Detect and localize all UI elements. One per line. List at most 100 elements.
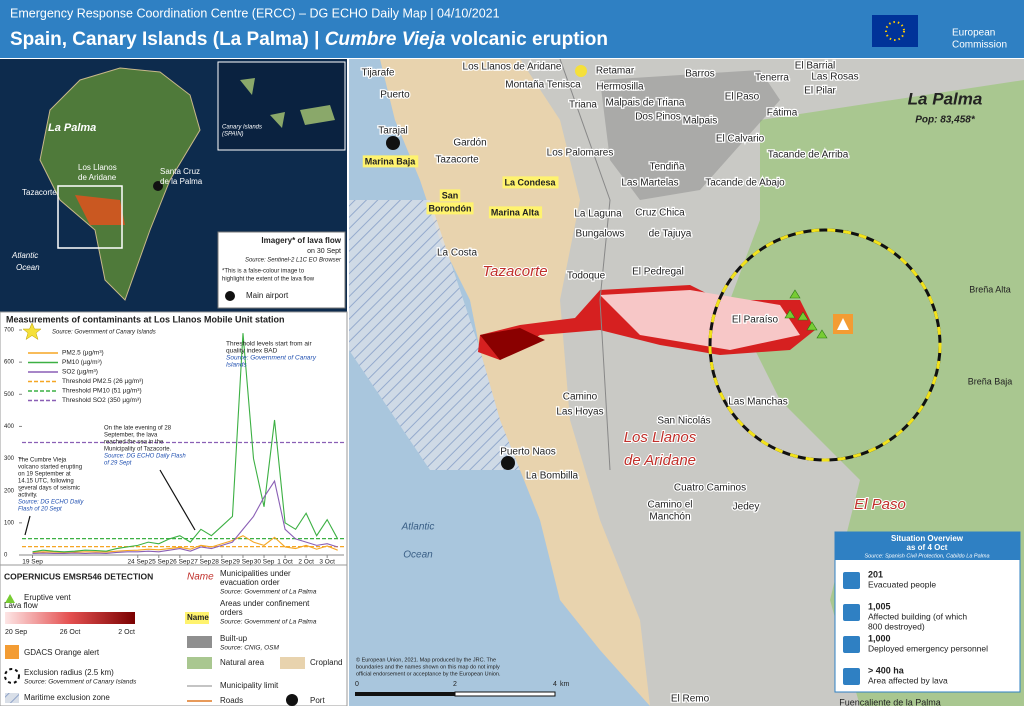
place-label: Las Rosas [811, 72, 858, 83]
legend-source: Source: Government of La Palma [220, 589, 317, 596]
legend-label: Built-up [220, 634, 248, 643]
locator-label: Canary Islands [222, 125, 262, 131]
situation-label: Area affected by lava [868, 675, 948, 685]
legend-label: PM10 (µg/m³) [62, 359, 102, 366]
chart-annotation: activity. [18, 493, 38, 499]
confined-label: Marina Baja [365, 156, 417, 166]
chart-annotation: several days of seismic [18, 486, 80, 492]
x-tick-label: 3 Oct [319, 559, 335, 566]
legend-label: 26 Oct [60, 629, 81, 636]
place-label: Barros [685, 69, 714, 80]
legend-label: Roads [220, 696, 243, 705]
confined-label: San [442, 190, 459, 200]
situation-value: 1,005 [868, 601, 891, 611]
legend-label: Natural area [220, 658, 265, 667]
legend-label: Cropland [310, 658, 342, 667]
legend-label: Threshold PM10 (51 µg/m³) [62, 388, 142, 395]
inset-box-date: on 30 Sept [307, 248, 341, 255]
inset-label: Santa Cruz [160, 167, 200, 176]
situation-label: Affected building (of which [868, 611, 967, 621]
place-label: Triana [569, 100, 597, 111]
legend-source: Source: CNIG, OSM [220, 645, 279, 652]
situation-label: Evacuated people [868, 579, 936, 589]
y-tick-label: 600 [4, 360, 15, 366]
place-label: El Paso [725, 92, 760, 103]
situation-value: > 400 ha [868, 665, 905, 675]
inset-label: Atlantic [11, 251, 38, 260]
title-part: volcanic eruption [445, 29, 608, 50]
place-label: Fátima [767, 108, 798, 119]
situation-value: 1,000 [868, 633, 891, 643]
place-label: Fuencaliente de la Palma [839, 697, 941, 706]
chart-annotation: Flash of 20 Sept [18, 507, 62, 513]
ocean-label: Atlantic [401, 522, 435, 533]
legend-label: SO2 (µg/m³) [62, 369, 98, 376]
chart-annotation: volcano started erupting [18, 465, 82, 471]
legend-label: PM2.5 (µg/m³) [62, 350, 104, 357]
situation-source: Source: Spanish Civil Protection, Cabild… [864, 553, 989, 559]
chart-title: Measurements of contaminants at Los Llan… [6, 314, 285, 324]
header-subtitle: Emergency Response Coordination Centre (… [10, 6, 500, 20]
x-tick-label: 2 Oct [298, 559, 314, 566]
place-label: Las Martelas [621, 178, 678, 189]
situation-icon [843, 604, 860, 621]
y-tick-label: 300 [4, 456, 15, 462]
legend-label: Areas under confinement [220, 599, 310, 608]
chart-annotation: of 29 Sept [104, 461, 132, 467]
chart-annotation: reached the sea in the [104, 440, 164, 446]
place-label: Montaña Tenisca [505, 80, 581, 91]
legend-label: Threshold PM2.5 (26 µg/m³) [62, 378, 143, 385]
place-label: El Remo [671, 694, 710, 705]
eu-stars [885, 21, 905, 41]
legend-panel [0, 564, 348, 706]
place-label: El Calvario [716, 134, 765, 145]
chart-panel [0, 311, 348, 566]
y-tick-label: 400 [4, 424, 15, 430]
source-star [22, 322, 42, 341]
legend-name: Name [187, 613, 209, 622]
place-label: Todoque [567, 271, 606, 282]
y-tick-label: 0 [4, 553, 8, 559]
x-tick-label: 1 Oct [277, 559, 293, 566]
confined-bg [488, 206, 543, 219]
scale-label: 4 [553, 681, 557, 688]
chart-note: Threshold levels start from air [226, 341, 312, 348]
inset-box-source: Source: Sentinel-2 L1C EO Browser [245, 258, 342, 264]
place-label: Puerto [380, 90, 410, 101]
place-label: El Barrial [795, 61, 836, 72]
logo-text: Commission [952, 40, 1007, 51]
series-line [32, 535, 338, 553]
inset-box-title: Imagery* of lava flow [261, 236, 341, 245]
legend-label: Eruptive vent [24, 593, 71, 602]
place-label: Breña Baja [968, 376, 1013, 386]
locator-label: (SPAIN) [222, 132, 244, 138]
x-tick-label: 19 Sep [22, 559, 43, 566]
place-label: Cruz Chica [635, 208, 685, 219]
y-tick-label: 700 [4, 328, 15, 334]
situation-icon [843, 636, 860, 653]
y-tick-label: 200 [4, 488, 15, 494]
inset-label: de la Palma [160, 177, 203, 186]
place-label: Tazacorte [435, 155, 479, 166]
scale-label: 2 [453, 681, 457, 688]
chart-annotation: On the late evening of 28 [104, 426, 172, 432]
legend-label: Municipalities under [220, 569, 291, 578]
place-label: Jedey [733, 502, 760, 513]
copyright: © European Union, 2021. Map produced by … [356, 656, 496, 663]
copyright: official endorsement or acceptance by th… [356, 671, 501, 677]
annotation-arrow [159, 469, 196, 531]
legend-heading: COPERNICUS EMSR546 DETECTION [4, 571, 153, 581]
place-label: Malpais de Triana [606, 98, 685, 109]
legend-swatches [4, 594, 305, 706]
place-label: El Pilar [804, 86, 836, 97]
chart-annotation: Source: DG ECHO Daily [18, 500, 84, 506]
airport-label: Main airport [246, 291, 289, 300]
place-label: Cuatro Caminos [674, 483, 746, 494]
situation-label: Deployed emergency personnel [868, 643, 988, 653]
situation-header [835, 532, 1020, 560]
place-label: Breña Alta [969, 284, 1011, 294]
x-tick-label: 27 Sep [191, 559, 212, 566]
legend-label: Lava flow [4, 601, 38, 610]
place-label: Retamar [596, 66, 635, 77]
